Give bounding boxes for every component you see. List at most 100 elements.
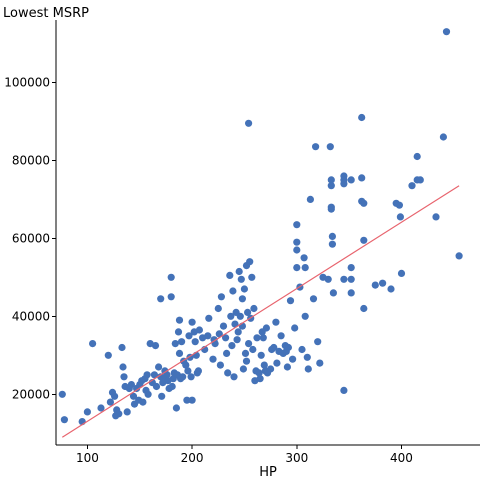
data-point	[273, 359, 281, 367]
data-point	[260, 361, 268, 369]
data-point	[284, 343, 292, 352]
data-point	[238, 295, 246, 303]
data-point	[240, 285, 248, 293]
data-point	[184, 367, 192, 375]
data-point	[358, 174, 366, 182]
y-tick-label: 80000	[12, 153, 50, 167]
data-point	[223, 349, 231, 357]
data-point	[387, 285, 395, 293]
data-point	[167, 273, 175, 281]
data-point	[214, 304, 222, 313]
data-point	[143, 371, 151, 379]
data-point	[416, 176, 424, 184]
data-point	[327, 176, 335, 184]
data-point	[191, 338, 199, 346]
data-point	[358, 113, 366, 122]
data-point	[245, 340, 253, 348]
data-point	[442, 28, 451, 36]
data-point	[328, 240, 336, 248]
data-point	[188, 318, 196, 326]
x-tick-label: 200	[181, 451, 204, 465]
data-point	[228, 342, 236, 350]
data-point	[397, 269, 406, 277]
data-point	[347, 289, 355, 297]
data-point	[246, 258, 254, 266]
data-point	[239, 365, 247, 373]
data-point	[235, 267, 243, 276]
data-point	[227, 312, 235, 320]
data-point	[245, 119, 253, 127]
data-point	[253, 334, 261, 342]
data-point	[248, 273, 256, 281]
data-point	[168, 382, 176, 391]
data-point	[157, 373, 165, 381]
data-point	[89, 340, 97, 348]
data-point	[309, 295, 318, 303]
data-point	[327, 205, 335, 213]
data-point	[347, 176, 355, 184]
data-point	[413, 152, 421, 161]
data-point	[236, 312, 244, 320]
data-point	[226, 271, 234, 279]
data-point	[158, 392, 166, 400]
x-tick-label: 400	[390, 451, 413, 465]
data-point	[249, 345, 257, 354]
data-point	[347, 264, 355, 272]
data-point	[432, 213, 440, 221]
data-point	[293, 246, 301, 254]
data-point	[293, 221, 301, 229]
data-point	[267, 365, 275, 373]
data-point	[244, 308, 252, 316]
data-point	[306, 195, 314, 203]
data-point	[242, 357, 251, 365]
data-point	[396, 213, 404, 221]
data-point	[439, 133, 447, 141]
data-point	[115, 410, 123, 418]
data-point	[216, 361, 224, 369]
data-point	[340, 180, 348, 188]
data-point	[312, 143, 320, 151]
data-point	[371, 281, 379, 289]
data-point	[183, 396, 191, 404]
data-point	[195, 326, 203, 334]
data-points	[58, 28, 463, 426]
data-point	[172, 404, 180, 412]
data-point	[256, 375, 264, 383]
x-axis-ticks: 100 200 300 400	[76, 445, 413, 465]
data-point	[222, 334, 230, 342]
data-point	[205, 314, 213, 322]
data-point	[188, 396, 196, 404]
data-point	[360, 236, 368, 244]
data-point	[111, 392, 119, 400]
data-point	[152, 382, 161, 391]
y-axis-ticks: 20000 40000 60000 80000 100000	[4, 75, 56, 401]
y-tick-label: 20000	[12, 387, 50, 401]
data-point	[106, 398, 114, 406]
data-point	[379, 279, 387, 287]
data-point	[270, 343, 278, 352]
data-point	[209, 355, 217, 363]
data-point	[250, 304, 258, 313]
data-point	[60, 416, 68, 424]
data-point	[293, 238, 301, 246]
data-point	[129, 392, 138, 400]
data-point	[272, 318, 280, 326]
data-point	[155, 363, 163, 371]
y-tick-label: 100000	[4, 75, 50, 89]
x-tick-label: 300	[285, 451, 308, 465]
data-point	[119, 363, 127, 371]
data-point	[171, 340, 179, 348]
data-point	[277, 332, 285, 340]
data-point	[97, 404, 105, 412]
data-point	[219, 322, 228, 330]
data-point	[303, 353, 311, 361]
data-point	[298, 345, 306, 354]
data-point	[327, 182, 335, 190]
data-point	[167, 293, 175, 301]
data-point	[234, 328, 242, 336]
data-point	[104, 351, 112, 359]
data-point	[300, 254, 308, 262]
data-point	[157, 295, 165, 303]
data-point	[316, 359, 324, 367]
data-point	[229, 287, 237, 295]
